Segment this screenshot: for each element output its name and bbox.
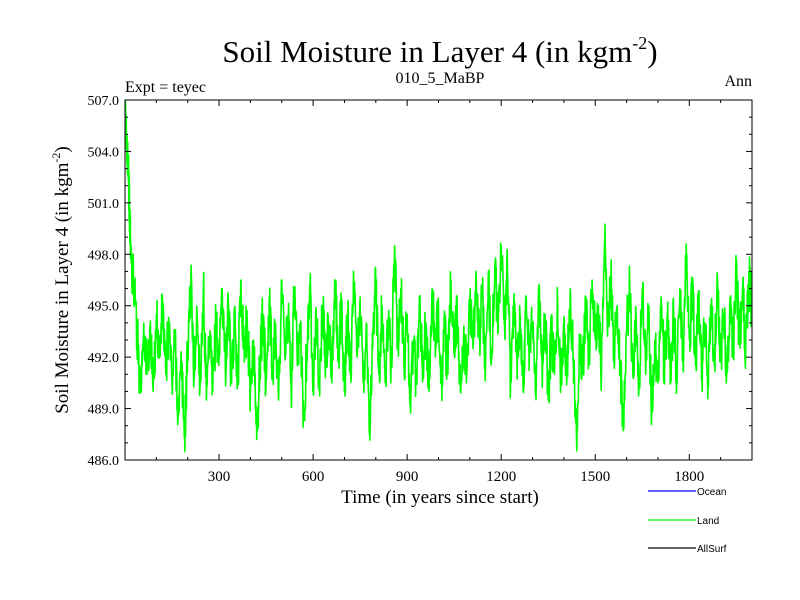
chart-title: Soil Moisture in Layer 4 (in kgm-2): [222, 33, 657, 69]
x-tick-label: 1200: [486, 469, 516, 485]
x-tick-label: 300: [208, 469, 231, 485]
x-axis-label: Time (in years since start): [341, 487, 539, 508]
y-tick-label: 489.0: [88, 403, 120, 418]
y-tick-label: 507.0: [88, 94, 120, 109]
y-tick-label: 492.0: [88, 351, 120, 366]
y-tick-label: 501.0: [88, 197, 120, 212]
plot-frame: [124, 99, 753, 461]
plot-layer: [125, 100, 752, 453]
experiment-label: Expt = teyec: [125, 79, 206, 96]
x-tick-label: 1500: [580, 469, 610, 485]
x-tick-label: 600: [302, 469, 325, 485]
y-tick-label: 495.0: [88, 300, 120, 315]
x-tick-label: 1800: [674, 469, 704, 485]
axis-layer: 300 600 900 1200 1500 1800 486.0 489.0 492.0 495.…: [88, 94, 753, 485]
legend-label-allsurf: AllSurf: [697, 544, 727, 555]
x-tick-label: 900: [396, 469, 419, 485]
legend-label-land: Land: [697, 516, 719, 527]
y-tick-label: 504.0: [88, 145, 120, 160]
y-axis-label: Soil Moisture in Layer 4 (in kgm-2): [49, 146, 73, 414]
y-tick-label: 498.0: [88, 248, 120, 263]
chart-title-main: Soil Moisture in Layer 4 (in kgm: [222, 34, 632, 69]
y-tick-label: 486.0: [88, 454, 120, 469]
series-line-land: [125, 100, 752, 453]
y-axis-label-superscript: -2: [49, 153, 63, 163]
legend-label-ocean: Ocean: [697, 487, 726, 498]
y-axis-label-close: ): [52, 146, 73, 152]
legend: Ocean Land AllSurf: [648, 487, 727, 555]
y-axis-label-main: Soil Moisture in Layer 4 (in kgm: [52, 162, 73, 413]
season-label: Ann: [724, 73, 752, 90]
chart-title-superscript: -2: [632, 33, 647, 53]
chart-title-close: ): [647, 34, 657, 69]
period-label: 010_5_MaBP: [396, 70, 485, 87]
